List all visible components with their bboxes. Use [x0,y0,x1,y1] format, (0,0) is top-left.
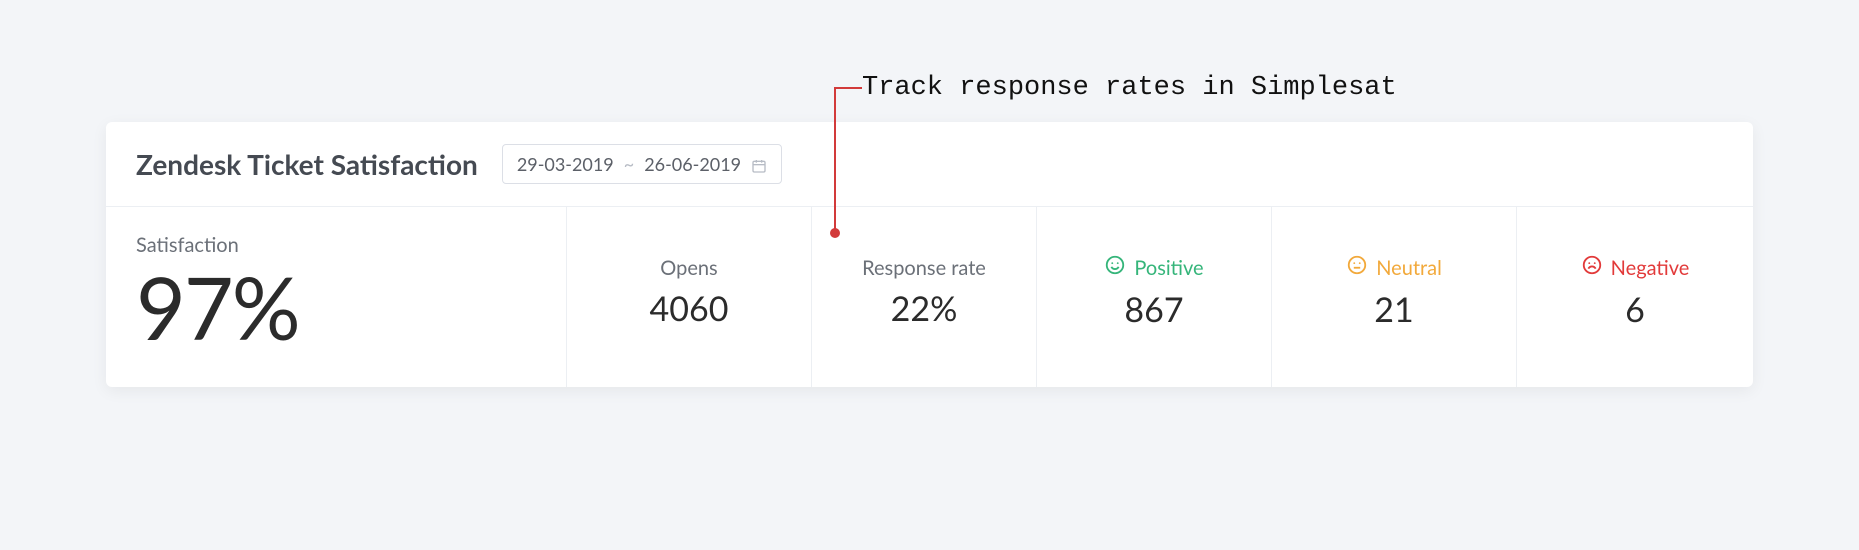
stat-neutral-value: 21 [1374,289,1413,330]
stat-neutral-label: Neutral [1346,254,1442,281]
stat-negative: Negative 6 [1516,207,1753,387]
stat-neutral-label-text: Neutral [1376,256,1442,280]
stat-satisfaction-value: 97% [136,265,536,351]
stat-negative-label-text: Negative [1611,256,1690,280]
stat-satisfaction: Satisfaction 97% [106,207,566,387]
stat-response-label: Response rate [862,256,986,280]
neutral-face-icon [1346,254,1368,281]
calendar-icon [751,156,767,172]
date-start: 29-03-2019 [517,153,614,175]
annotation-line-horizontal [834,87,862,89]
stat-positive-value: 867 [1124,289,1183,330]
stat-opens: Opens 4060 [566,207,811,387]
date-separator: ~ [624,153,634,175]
stat-opens-value: 4060 [650,288,729,329]
stat-opens-label: Opens [660,256,717,280]
stat-negative-value: 6 [1625,289,1645,330]
satisfaction-card: Zendesk Ticket Satisfaction 29-03-2019 ~… [106,122,1753,387]
card-header: Zendesk Ticket Satisfaction 29-03-2019 ~… [106,122,1753,207]
annotation-text: Track response rates in Simplesat [862,73,1397,103]
stat-response-rate: Response rate 22% [811,207,1036,387]
card-title: Zendesk Ticket Satisfaction [136,147,478,181]
stat-neutral: Neutral 21 [1271,207,1516,387]
stat-satisfaction-label: Satisfaction [136,233,536,257]
stat-positive: Positive 867 [1036,207,1271,387]
stats-row: Satisfaction 97% Opens 4060 Response rat… [106,207,1753,387]
stat-positive-label: Positive [1104,254,1203,281]
stat-response-value: 22% [891,288,958,329]
stat-positive-label-text: Positive [1134,256,1203,280]
date-end: 26-06-2019 [644,153,741,175]
stat-negative-label: Negative [1581,254,1690,281]
date-range-picker[interactable]: 29-03-2019 ~ 26-06-2019 [502,144,782,184]
smile-icon [1104,254,1126,281]
frown-icon [1581,254,1603,281]
